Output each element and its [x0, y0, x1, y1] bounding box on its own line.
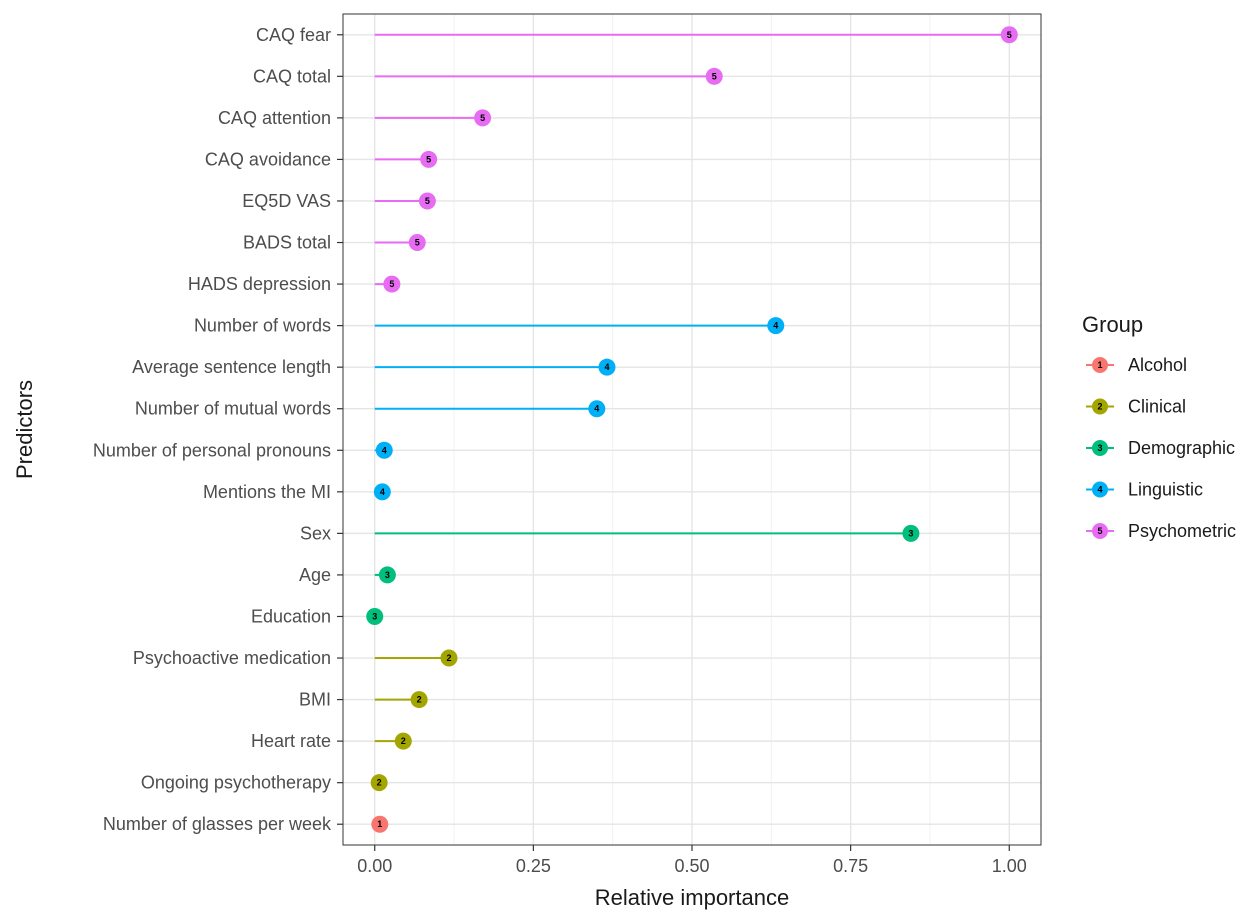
- y-tick-label: BMI: [299, 690, 331, 710]
- point-group-label: 2: [377, 778, 382, 788]
- legend-label: Psychometric: [1128, 521, 1236, 541]
- y-tick-label: Number of glasses per week: [103, 814, 332, 834]
- lollipop-point: [767, 317, 785, 335]
- point-group-label: 5: [712, 71, 717, 81]
- x-axis-title: Relative importance: [595, 885, 789, 910]
- lollipop-point: [373, 483, 391, 501]
- y-tick-label: Education: [251, 606, 331, 626]
- legend-label: Linguistic: [1128, 480, 1203, 500]
- legend-key-point: [1092, 481, 1108, 498]
- lollipop-point: [378, 566, 396, 584]
- point-group-label: 4: [594, 404, 599, 414]
- y-axis-title: Predictors: [12, 380, 37, 479]
- lollipop-point: [474, 109, 492, 127]
- point-group-label: 5: [415, 238, 420, 248]
- y-tick-label: Number of personal pronouns: [93, 440, 331, 460]
- point-group-label: 4: [380, 487, 385, 497]
- legend-key-number: 1: [1097, 360, 1102, 370]
- y-tick-label: Ongoing psychotherapy: [141, 773, 331, 793]
- legend-key-number: 4: [1097, 485, 1102, 495]
- point-group-label: 2: [446, 653, 451, 663]
- lollipop-point: [420, 150, 438, 168]
- lollipop-point: [366, 607, 384, 625]
- x-tick-label: 0.25: [516, 856, 551, 876]
- lollipop-point: [410, 691, 428, 709]
- y-tick-label: HADS depression: [188, 274, 331, 294]
- grid-layer: [343, 14, 1041, 845]
- y-tick-label: CAQ total: [253, 66, 331, 86]
- y-tick-label: EQ5D VAS: [242, 191, 331, 211]
- point-group-label: 4: [604, 362, 609, 372]
- point-group-label: 3: [908, 528, 913, 538]
- lollipop-point: [588, 400, 606, 418]
- legend-key-number: 3: [1097, 443, 1102, 453]
- y-tick-label: Age: [299, 565, 331, 585]
- point-group-label: 3: [372, 611, 377, 621]
- point-group-label: 1: [377, 819, 382, 829]
- point-group-label: 5: [389, 279, 394, 289]
- legend: Group 1 Alcohol 2 Clinical 3 Demographic 4 Ling…: [1082, 312, 1236, 541]
- point-group-label: 3: [385, 570, 390, 580]
- x-tick-label: 0.00: [357, 856, 392, 876]
- legend-label: Alcohol: [1128, 355, 1187, 375]
- legend-label: Clinical: [1128, 397, 1186, 417]
- legend-key-number: 2: [1097, 402, 1102, 412]
- lollipop-point: [440, 649, 458, 667]
- y-tick-label: BADS total: [243, 233, 331, 253]
- y-tick-label: Average sentence length: [132, 357, 331, 377]
- legend-key-point: [1092, 398, 1108, 415]
- legend-key-number: 5: [1097, 526, 1102, 536]
- legend-key-point: [1092, 440, 1108, 456]
- point-group-label: 2: [401, 736, 406, 746]
- y-tick-label: CAQ attention: [218, 108, 331, 128]
- lollipop-point: [394, 732, 412, 750]
- y-axis: CAQ fear CAQ total CAQ attention CAQ avoida…: [93, 25, 343, 834]
- point-group-label: 5: [1007, 30, 1012, 40]
- lollipop-point: [418, 192, 436, 210]
- lollipop-point: [1000, 26, 1018, 44]
- lollipop-point: [408, 234, 426, 252]
- legend-label: Demographic: [1128, 438, 1235, 458]
- x-tick-label: 0.75: [833, 856, 868, 876]
- y-tick-label: Number of words: [194, 316, 331, 336]
- lollipop-point: [705, 67, 723, 85]
- y-tick-label: Mentions the MI: [203, 482, 331, 502]
- y-tick-label: CAQ avoidance: [205, 149, 331, 169]
- x-tick-label: 0.50: [674, 856, 709, 876]
- point-group-label: 5: [480, 113, 485, 123]
- point-group-label: 2: [417, 695, 422, 705]
- point-group-label: 4: [773, 321, 778, 331]
- point-group-label: 5: [425, 196, 430, 206]
- lollipop-point: [598, 358, 616, 376]
- lollipop-point: [383, 275, 401, 293]
- lollipop-point: [370, 774, 388, 792]
- lollipop-point: [902, 524, 920, 542]
- point-group-label: 4: [382, 445, 387, 455]
- y-tick-label: Psychoactive medication: [133, 648, 331, 668]
- y-tick-label: Number of mutual words: [135, 399, 331, 419]
- legend-key-point: [1092, 523, 1108, 539]
- y-tick-label: CAQ fear: [256, 25, 331, 45]
- point-group-label: 5: [426, 154, 431, 164]
- x-axis: 0.00 0.25 0.50 0.75 1.00: [357, 845, 1027, 876]
- y-tick-label: Sex: [300, 523, 331, 543]
- legend-title: Group: [1082, 312, 1143, 337]
- legend-key-point: [1092, 357, 1108, 373]
- x-tick-label: 1.00: [992, 856, 1027, 876]
- points-layer: 5 5 5 5 5 5 5 4 4 4 4 4 3 3 3 2 2 2 2 1: [366, 26, 1018, 833]
- lollipop-point: [371, 815, 389, 833]
- y-tick-label: Heart rate: [251, 731, 331, 751]
- lollipop-point: [375, 441, 393, 459]
